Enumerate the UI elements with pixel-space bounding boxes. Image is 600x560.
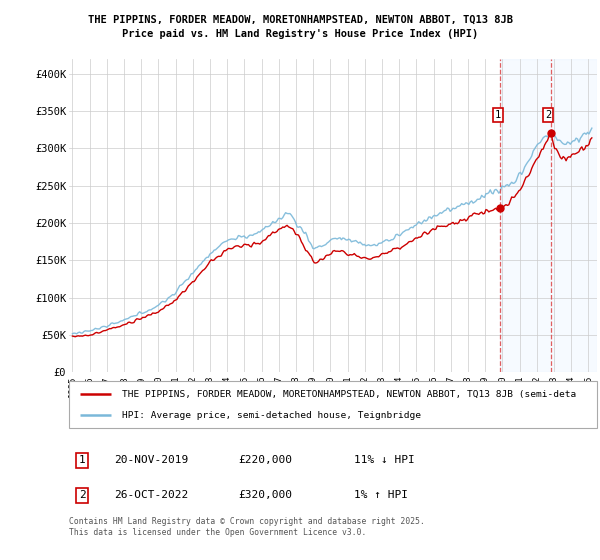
Text: 26-OCT-2022: 26-OCT-2022: [114, 491, 188, 500]
Bar: [500, 59, 597, 372]
Text: 20-NOV-2019: 20-NOV-2019: [114, 455, 188, 465]
Text: THE PIPPINS, FORDER MEADOW, MORETONHAMPSTEAD, NEWTON ABBOT, TQ13 8JB (semi-deta: THE PIPPINS, FORDER MEADOW, MORETONHAMPS…: [122, 390, 576, 399]
Text: Price paid vs. HM Land Registry's House Price Index (HPI): Price paid vs. HM Land Registry's House …: [122, 29, 478, 39]
Text: 2: 2: [545, 110, 551, 120]
Text: £220,000: £220,000: [238, 455, 292, 465]
Text: 1: 1: [494, 110, 501, 120]
Text: 2: 2: [79, 491, 86, 500]
Text: Contains HM Land Registry data © Crown copyright and database right 2025.
This d: Contains HM Land Registry data © Crown c…: [69, 517, 425, 537]
FancyBboxPatch shape: [69, 381, 597, 428]
Text: 1: 1: [79, 455, 86, 465]
Text: THE PIPPINS, FORDER MEADOW, MORETONHAMPSTEAD, NEWTON ABBOT, TQ13 8JB: THE PIPPINS, FORDER MEADOW, MORETONHAMPS…: [88, 15, 512, 25]
Text: 1% ↑ HPI: 1% ↑ HPI: [354, 491, 408, 500]
Text: 11% ↓ HPI: 11% ↓ HPI: [354, 455, 415, 465]
Text: £320,000: £320,000: [238, 491, 292, 500]
Text: HPI: Average price, semi-detached house, Teignbridge: HPI: Average price, semi-detached house,…: [122, 410, 421, 419]
